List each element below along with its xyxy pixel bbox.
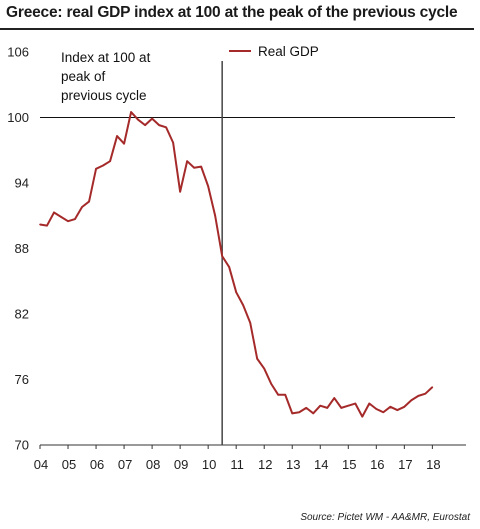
data-point: [319, 404, 322, 407]
chart-legend: Real GDP: [229, 44, 319, 59]
data-point: [207, 185, 209, 188]
x-tick-label: 15: [342, 457, 356, 472]
y-tick-label: 106: [7, 45, 29, 60]
data-point: [431, 386, 434, 388]
data-point: [249, 321, 251, 324]
data-point: [95, 168, 97, 170]
title-divider: [0, 28, 474, 30]
data-point: [326, 407, 329, 409]
data-point: [333, 397, 336, 399]
x-tick-label: 11: [230, 457, 244, 472]
data-point: [263, 367, 266, 370]
data-point: [130, 111, 132, 113]
y-tick-label: 70: [15, 438, 29, 453]
data-point: [144, 124, 146, 126]
data-point: [221, 255, 223, 257]
data-point: [256, 357, 259, 360]
data-point: [291, 412, 294, 415]
data-point: [165, 126, 167, 129]
data-point: [67, 220, 69, 223]
data-point: [396, 409, 399, 411]
legend-label-real-gdp: Real GDP: [258, 44, 319, 59]
data-point: [81, 206, 83, 208]
x-tick-label: 05: [62, 457, 76, 472]
data-point: [102, 164, 104, 167]
y-tick-label: 88: [15, 241, 29, 256]
x-tick-label: 10: [202, 457, 216, 472]
y-tick-label: 82: [15, 307, 29, 322]
data-point: [200, 165, 202, 168]
data-point: [214, 214, 216, 217]
data-point: [186, 160, 188, 162]
y-axis-ticks: 70 76 82 88 94 100 106: [7, 45, 29, 453]
data-point: [172, 141, 174, 144]
data-point: [361, 415, 364, 418]
data-point: [46, 224, 48, 227]
series-points-real-gdp: [39, 111, 434, 418]
series-line-real-gdp: [39, 111, 434, 418]
data-point: [305, 407, 308, 409]
x-tick-label: 08: [146, 457, 160, 472]
data-point: [158, 124, 160, 126]
data-point: [284, 393, 287, 396]
data-point: [403, 405, 406, 408]
data-point: [270, 383, 273, 385]
x-tick-label: 04: [34, 457, 48, 472]
data-point: [123, 142, 125, 145]
data-point: [382, 411, 385, 414]
data-point: [242, 304, 244, 307]
chart-title: Greece: real GDP index at 100 at the pea…: [6, 4, 458, 21]
data-point: [354, 402, 357, 405]
data-point: [39, 223, 41, 226]
reference-annotation: Index at 100 at peak of previous cycle: [61, 50, 151, 103]
annotation-line: peak of: [61, 69, 106, 84]
x-tick-label: 14: [314, 457, 328, 472]
data-point: [116, 135, 118, 137]
y-tick-label: 76: [15, 372, 29, 387]
data-point: [88, 200, 90, 203]
data-point: [151, 117, 153, 120]
data-point: [375, 408, 378, 410]
data-point: [410, 399, 413, 402]
data-point: [277, 393, 280, 396]
x-tick-label: 18: [426, 457, 440, 472]
data-point: [109, 160, 111, 162]
data-point: [179, 190, 181, 193]
data-point: [389, 405, 392, 408]
x-tick-label: 06: [90, 457, 104, 472]
data-point: [53, 211, 55, 214]
data-point: [368, 402, 371, 405]
data-point: [347, 404, 350, 407]
data-point: [228, 266, 230, 268]
data-point: [74, 218, 76, 220]
data-point: [312, 412, 315, 415]
data-point: [235, 291, 237, 293]
x-tick-label: 13: [286, 457, 300, 472]
y-tick-label: 100: [7, 110, 29, 125]
y-tick-label: 94: [15, 176, 29, 191]
data-point: [417, 395, 420, 397]
data-point: [424, 392, 427, 395]
x-tick-label: 07: [118, 457, 132, 472]
annotation-line: Index at 100 at: [61, 50, 151, 65]
data-point: [60, 216, 62, 218]
data-point: [298, 411, 301, 414]
x-tick-label: 17: [398, 457, 412, 472]
x-tick-label: 12: [258, 457, 272, 472]
source-note: Source: Pictet WM - AA&MR, Eurostat: [300, 512, 470, 523]
x-tick-label: 09: [174, 457, 188, 472]
x-axis-ticks: 04 05 06 07 08 09 10 11 12 13 14 15 16 17 18: [34, 445, 441, 472]
data-point: [137, 118, 139, 121]
x-tick-label: 16: [370, 457, 384, 472]
data-point: [193, 166, 195, 169]
annotation-line: previous cycle: [61, 88, 147, 103]
data-point: [340, 407, 343, 409]
